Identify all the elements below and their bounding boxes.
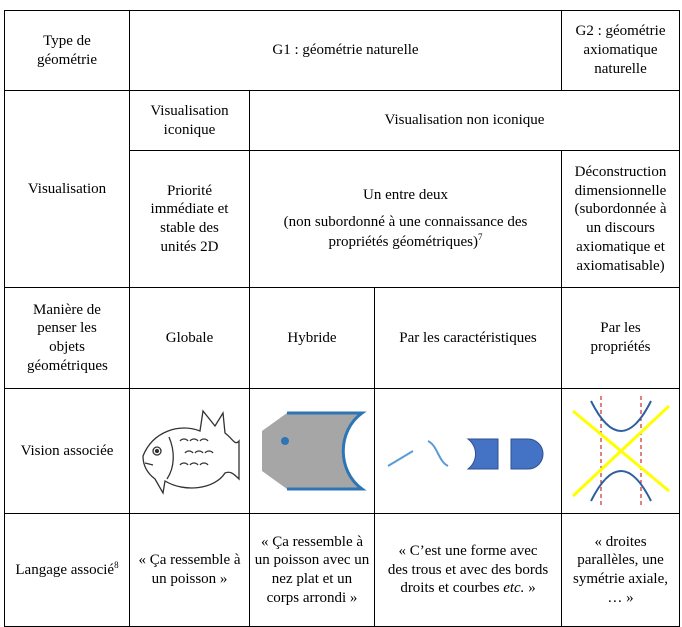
cell: Hybride <box>249 287 375 389</box>
cell: Par les propriétés <box>561 287 680 389</box>
text: Priorité immédiate et stable des unités … <box>150 182 229 255</box>
text: « C’est une forme avec des trous et avec… <box>387 542 549 597</box>
text: (non subordonné à une connaissance des p… <box>283 214 528 250</box>
row-label: Type de géométrie <box>37 32 97 68</box>
cell: Manière de penser les objets géométrique… <box>4 287 130 389</box>
text: « Ça ressemble à un poisson » <box>138 552 241 587</box>
text: Déconstruction dimensionnelle (subordonn… <box>574 163 667 274</box>
subheader: Visualisation non iconique <box>384 112 545 129</box>
cell: Langage associé8 <box>4 513 130 627</box>
cell: « droites parallèles, une symétrie axial… <box>561 513 680 627</box>
text: « droites parallèles, une symétrie axial… <box>573 533 668 606</box>
text: etc. <box>503 580 525 597</box>
features-drawing <box>387 438 544 470</box>
subheader: Visualisation iconique <box>150 102 229 138</box>
cell: Vision associée <box>4 388 130 514</box>
cell: Visualisation iconique <box>129 90 250 151</box>
cell: Un entre deux (non subordonné à une conn… <box>249 150 562 288</box>
geometry-table: Type de géométrie G1 : géométrie naturel… <box>4 10 680 627</box>
cell <box>249 388 375 514</box>
text: » <box>528 580 536 597</box>
text: Globale <box>165 329 214 346</box>
footnote-ref: 7 <box>478 231 483 242</box>
row-label: Visualisation <box>27 180 107 197</box>
cell <box>561 388 680 514</box>
cell: Visualisation <box>4 90 130 288</box>
row-label: Vision associée <box>20 442 114 459</box>
fish-drawing <box>141 409 240 495</box>
text: « Ça ressemble à un poisson avec un nez … <box>254 533 370 606</box>
row-label: Langage associé <box>15 562 115 579</box>
cell: G2 : géométrie axiomatique naturelle <box>561 10 680 91</box>
text: Hybride <box>287 329 337 346</box>
hybrid-drawing <box>262 411 367 491</box>
cell <box>129 388 250 514</box>
cell: « Ça ressemble à un poisson avec un nez … <box>249 513 375 627</box>
cell: « Ça ressemble à un poisson » <box>129 513 250 627</box>
text: Un entre deux <box>363 187 448 204</box>
cell: G1 : géométrie naturelle <box>129 10 562 91</box>
cell <box>374 388 562 514</box>
text: Par les caractéristiques <box>399 329 537 346</box>
cell: Priorité immédiate et stable des unités … <box>129 150 250 288</box>
cell: Déconstruction dimensionnelle (subordonn… <box>561 150 680 288</box>
cell: Type de géométrie <box>4 10 130 91</box>
properties-drawing <box>571 396 670 506</box>
cell: « C’est une forme avec des trous et avec… <box>374 513 562 627</box>
text: Par les propriétés <box>590 320 651 355</box>
row-label: Manière de penser les objets géométrique… <box>27 301 108 374</box>
header-g2: G2 : géométrie axiomatique naturelle <box>575 23 666 77</box>
footnote-ref: 8 <box>114 560 119 571</box>
cell: Visualisation non iconique <box>249 90 680 151</box>
cell: Globale <box>129 287 250 389</box>
cell: Par les caractéristiques <box>374 287 562 389</box>
header-g1: G1 : géométrie naturelle <box>272 42 419 59</box>
